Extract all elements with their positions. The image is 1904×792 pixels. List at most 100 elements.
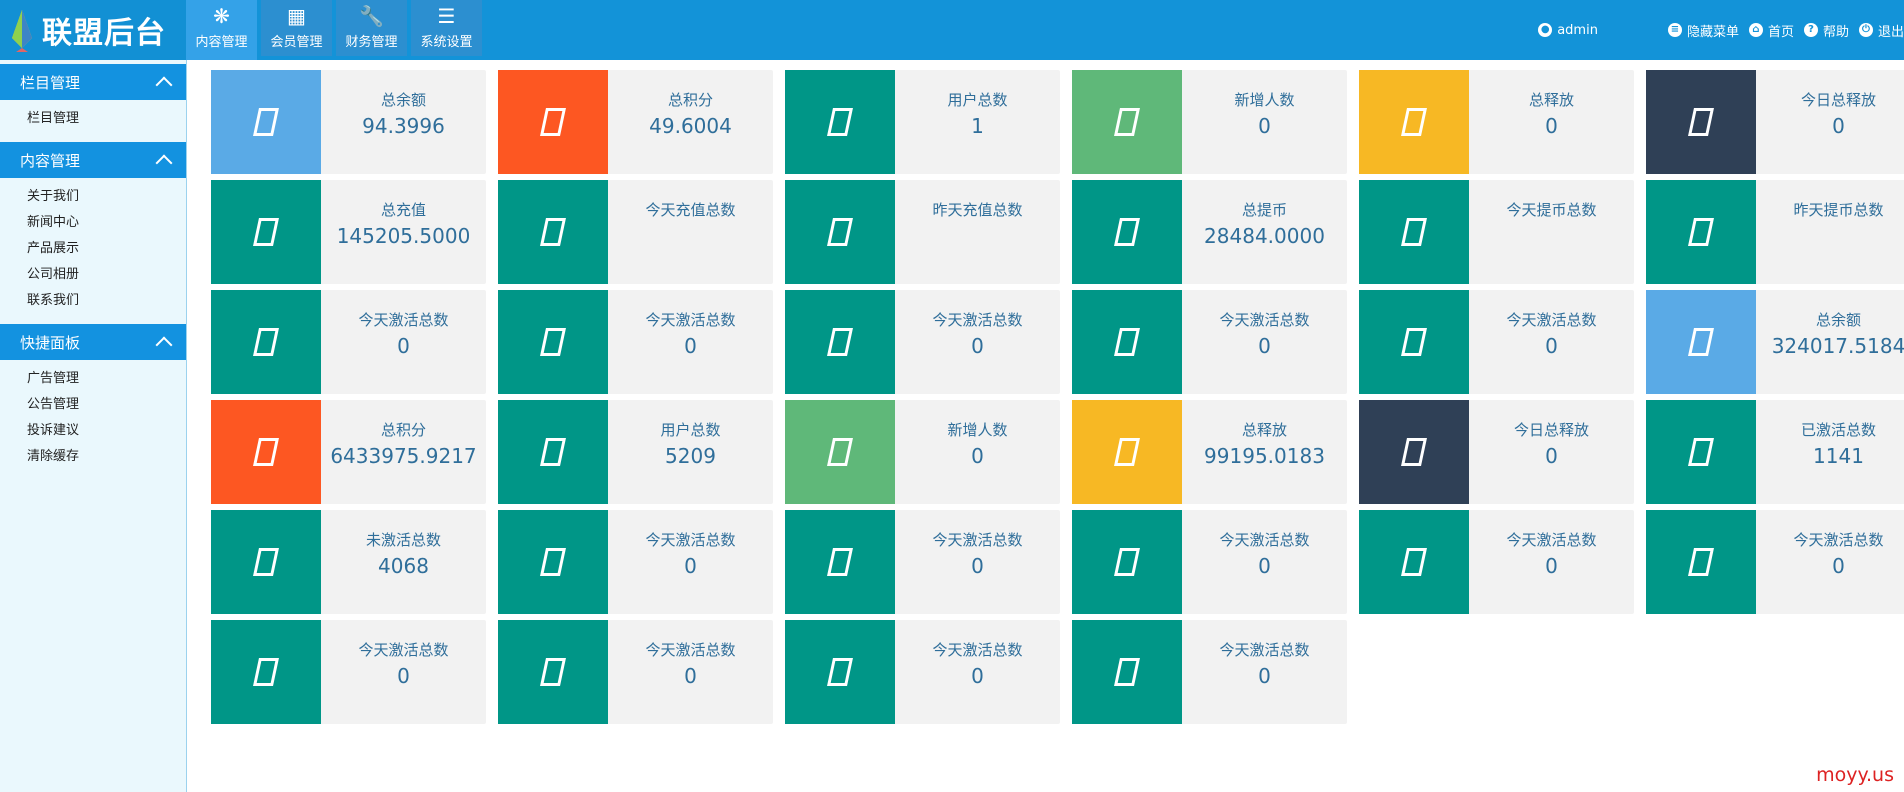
stat-card[interactable]: 今天激活总数 0	[211, 620, 486, 724]
stat-card[interactable]: 总余额 94.3996	[211, 70, 486, 174]
stat-card[interactable]: 今天激活总数 0	[498, 510, 773, 614]
user-menu[interactable]: ● admin	[1538, 23, 1598, 38]
snowflake-icon: ❋	[213, 4, 230, 28]
stat-card-text: 总释放 0	[1469, 70, 1634, 174]
stat-card[interactable]: 今天激活总数 0	[1646, 510, 1904, 614]
stat-value: 28484.0000	[1204, 224, 1325, 248]
home-link[interactable]: ⌂ 首页	[1748, 21, 1794, 40]
stat-card-icon-box	[1072, 290, 1182, 394]
sidebar-section-header[interactable]: 栏目管理	[0, 64, 186, 100]
chevron-up-icon	[155, 76, 173, 94]
stat-value: 99195.0183	[1204, 444, 1325, 468]
sidebar-section-header[interactable]: 快捷面板	[0, 324, 186, 360]
stat-label: 今天充值总数	[645, 201, 736, 219]
stat-card[interactable]: 今天激活总数 0	[1359, 290, 1634, 394]
sidebar-item[interactable]: 投诉建议	[27, 423, 80, 438]
sidebar: 栏目管理 栏目管理 内容管理 关于我们 新闻中心 产品展示 公司相册 联系我们 快捷面板 广告管理…	[0, 60, 187, 792]
missing-glyph-icon	[1688, 328, 1714, 356]
stat-card-icon-box	[1359, 510, 1469, 614]
stat-value: 0	[1832, 114, 1845, 138]
stat-card-icon-box	[1646, 510, 1756, 614]
stat-card[interactable]: 昨天充值总数	[785, 180, 1060, 284]
stat-card[interactable]: 今日总释放 0	[1646, 70, 1904, 174]
stat-card-icon-box	[498, 400, 608, 504]
stat-card[interactable]: 新增人数 0	[785, 400, 1060, 504]
missing-glyph-icon	[1401, 328, 1427, 356]
stat-value: 0	[684, 554, 697, 578]
nav-tab-label: 财务管理	[345, 35, 398, 50]
stat-card[interactable]: 今天激活总数 0	[498, 620, 773, 724]
stat-card[interactable]: 用户总数 1	[785, 70, 1060, 174]
logout-link[interactable]: ⏻ 退出	[1858, 21, 1904, 40]
nav-tab-2[interactable]: 🔧 财务管理	[336, 0, 407, 56]
stat-card[interactable]: 今天激活总数 0	[785, 620, 1060, 724]
missing-glyph-icon	[1114, 658, 1140, 686]
stat-label: 今天激活总数	[932, 311, 1023, 329]
stat-value: 0	[971, 554, 984, 578]
stat-card[interactable]: 今天激活总数 0	[1359, 510, 1634, 614]
hide-menu-label: 隐藏菜单	[1686, 24, 1739, 40]
missing-glyph-icon	[827, 548, 853, 576]
sidebar-item[interactable]: 公司相册	[27, 267, 80, 282]
stat-card-text: 今天提币总数	[1469, 180, 1634, 284]
missing-glyph-icon	[827, 658, 853, 686]
stat-card[interactable]: 总积分 6433975.9217	[211, 400, 486, 504]
hide-menu-button[interactable]: ≡ 隐藏菜单	[1667, 21, 1739, 40]
sidebar-item[interactable]: 新闻中心	[27, 215, 80, 230]
stat-card[interactable]: 今天激活总数 0	[498, 290, 773, 394]
stat-card[interactable]: 今天提币总数	[1359, 180, 1634, 284]
help-link[interactable]: ? 帮助	[1803, 21, 1849, 40]
stat-card[interactable]: 未激活总数 4068	[211, 510, 486, 614]
sidebar-item[interactable]: 清除缓存	[27, 449, 80, 464]
missing-glyph-icon	[827, 328, 853, 356]
sidebar-item[interactable]: 广告管理	[27, 371, 80, 386]
logout-icon: ⏻	[1858, 23, 1873, 37]
nav-tab-0[interactable]: ❋ 内容管理	[186, 0, 257, 60]
stat-card[interactable]: 总余额 324017.5184	[1646, 290, 1904, 394]
stat-card[interactable]: 总提币 28484.0000	[1072, 180, 1347, 284]
nav-tab-3[interactable]: ☰ 系统设置	[411, 0, 482, 56]
stat-card-icon-box	[1072, 620, 1182, 724]
stat-card[interactable]: 今天激活总数 0	[211, 290, 486, 394]
stat-card-text: 总充值 145205.5000	[321, 180, 486, 284]
missing-glyph-icon	[1114, 548, 1140, 576]
stat-card[interactable]: 今天激活总数 0	[1072, 620, 1347, 724]
stat-value: 0	[684, 664, 697, 688]
stat-card[interactable]: 今天激活总数 0	[1072, 510, 1347, 614]
sidebar-section-header[interactable]: 内容管理	[0, 142, 186, 178]
stat-card[interactable]: 今天激活总数 0	[785, 510, 1060, 614]
sidebar-item[interactable]: 产品展示	[27, 241, 80, 256]
sidebar-section-title: 栏目管理	[20, 73, 81, 92]
stat-card-icon-box	[785, 510, 895, 614]
sidebar-item[interactable]: 公告管理	[27, 397, 80, 412]
chevron-up-icon	[155, 336, 173, 354]
stat-value: 0	[1545, 114, 1558, 138]
stat-card[interactable]: 用户总数 5209	[498, 400, 773, 504]
stat-card[interactable]: 总释放 0	[1359, 70, 1634, 174]
missing-glyph-icon	[1688, 548, 1714, 576]
stat-card[interactable]: 已激活总数 1141	[1646, 400, 1904, 504]
stat-card[interactable]: 今天激活总数 0	[785, 290, 1060, 394]
help-label: 帮助	[1822, 24, 1849, 40]
sidebar-item[interactable]: 联系我们	[27, 293, 80, 308]
stat-label: 今日总释放	[1513, 421, 1589, 439]
sidebar-item[interactable]: 关于我们	[27, 189, 80, 204]
stat-card-text: 今天激活总数 0	[1182, 290, 1347, 394]
stat-card[interactable]: 今天激活总数 0	[1072, 290, 1347, 394]
missing-glyph-icon	[1401, 548, 1427, 576]
stat-card-icon-box	[785, 290, 895, 394]
stat-card[interactable]: 总积分 49.6004	[498, 70, 773, 174]
sidebar-item[interactable]: 栏目管理	[27, 111, 80, 126]
stat-card[interactable]: 今日总释放 0	[1359, 400, 1634, 504]
nav-tab-1[interactable]: ▦ 会员管理	[261, 0, 332, 56]
stat-card[interactable]: 总充值 145205.5000	[211, 180, 486, 284]
stat-card[interactable]: 新增人数 0	[1072, 70, 1347, 174]
stat-label: 今天激活总数	[1793, 531, 1884, 549]
stat-card-text: 用户总数 1	[895, 70, 1060, 174]
stat-card-icon-box	[1359, 290, 1469, 394]
stat-card[interactable]: 总释放 99195.0183	[1072, 400, 1347, 504]
stat-card[interactable]: 昨天提币总数	[1646, 180, 1904, 284]
stat-label: 今天激活总数	[358, 311, 449, 329]
stat-card[interactable]: 今天充值总数	[498, 180, 773, 284]
stat-label: 今天激活总数	[358, 641, 449, 659]
